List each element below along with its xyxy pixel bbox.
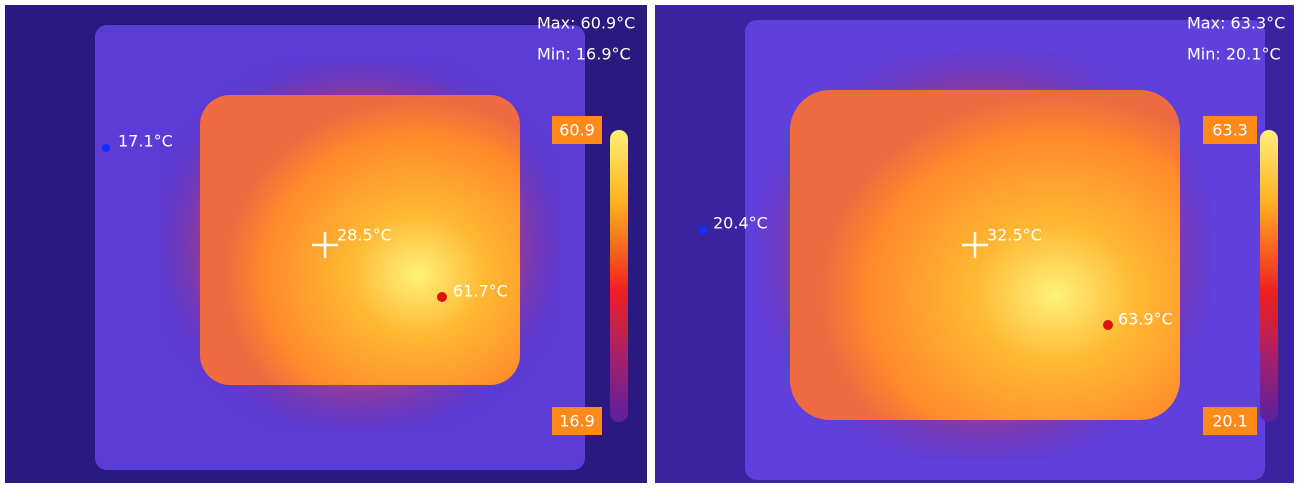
center-label: 28.5°C [337,226,392,245]
thermal-panel: Max: 60.9°C Min: 16.9°C 17.1°C 28.5°C 61… [5,5,647,483]
cold-label: 20.4°C [713,214,768,233]
hot-label: 63.9°C [1118,310,1173,329]
scale-bottom: 16.9 [559,412,595,431]
color-bar [1260,130,1278,422]
heat-area [790,90,1180,420]
max-label: Max: 63.3°C [1187,14,1285,33]
cold-label: 17.1°C [118,132,173,151]
min-label: Min: 20.1°C [1187,45,1281,64]
scale-top: 60.9 [559,121,595,140]
scale-top: 63.3 [1212,121,1248,140]
thermal-panel: Max: 63.3°C Min: 20.1°C 20.4°C 32.5°C 63… [655,5,1294,483]
color-bar [610,130,628,422]
max-label: Max: 60.9°C [537,14,635,33]
hot-label: 61.7°C [453,282,508,301]
cold-spot [102,144,110,152]
center-label: 32.5°C [987,226,1042,245]
min-label: Min: 16.9°C [537,45,631,64]
page: Max: 60.9°C Min: 16.9°C 17.1°C 28.5°C 61… [0,0,1298,485]
hot-spot [437,292,447,302]
scale-bottom: 20.1 [1212,412,1248,431]
cold-spot [699,226,707,234]
hot-spot [1103,320,1113,330]
screenshot: Max: 60.9°C Min: 16.9°C 17.1°C 28.5°C 61… [0,0,1298,485]
